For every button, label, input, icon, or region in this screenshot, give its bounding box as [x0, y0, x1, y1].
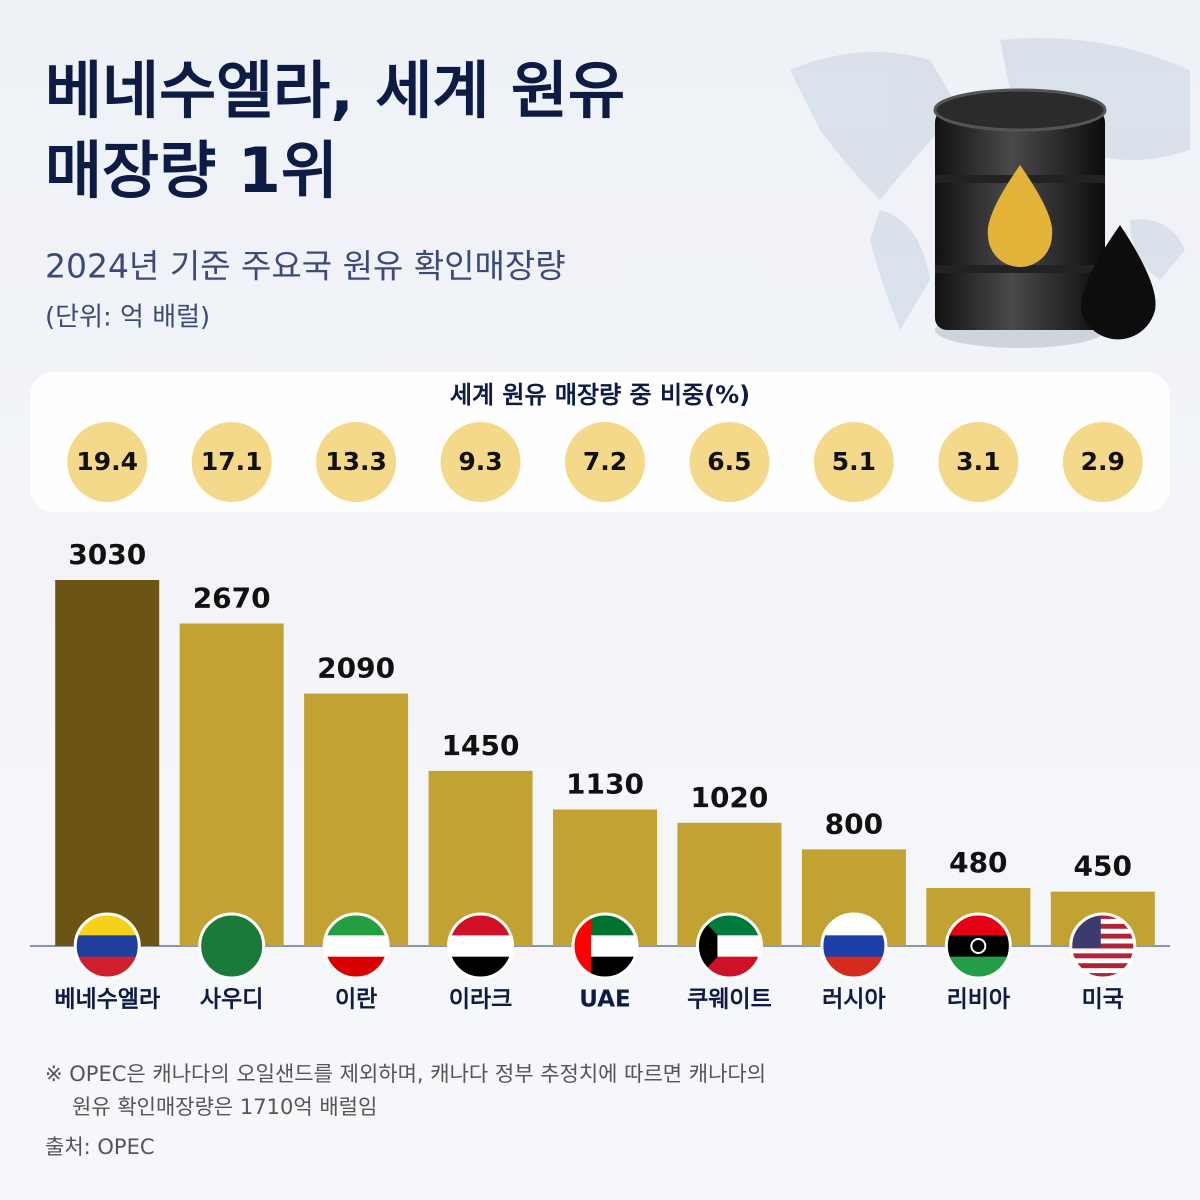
category-label: 이라크	[449, 987, 512, 1013]
flag-ring	[198, 912, 266, 980]
flag-stripe	[75, 935, 140, 958]
share-label: 3.1	[956, 447, 1000, 476]
flag-stripe	[821, 935, 886, 958]
value-label: 480	[949, 846, 1007, 879]
flag-stripe	[946, 935, 1011, 958]
note-line-1: ※ OPEC은 캐나다의 오일샌드를 제외하며, 캐나다 정부 추정치에 따르면…	[45, 1062, 766, 1086]
share-circle	[565, 422, 645, 502]
flag-ring	[820, 912, 888, 980]
flag-stripe	[1070, 923, 1135, 930]
category-label: 러시아	[822, 987, 885, 1013]
category-label: 사우디	[200, 987, 263, 1013]
category-label: 미국	[1082, 987, 1124, 1013]
share-circle	[938, 422, 1019, 502]
category-label: 베네수엘라	[54, 987, 160, 1013]
subtitle: 2024년 기준 주요국 원유 확인매장량	[45, 247, 566, 286]
value-label: 1450	[442, 729, 520, 762]
share-label: 5.1	[832, 447, 876, 476]
value-label: 1130	[566, 768, 644, 801]
value-label: 450	[1074, 850, 1132, 883]
bar	[55, 580, 160, 946]
flag-stripe	[1070, 973, 1135, 978]
flag-stripe	[1070, 938, 1135, 945]
note-line-2: 원유 확인매장량은 1710억 배럴임	[72, 1095, 377, 1119]
flag-stripe	[1070, 914, 1135, 920]
flag-ring	[944, 912, 1012, 980]
category-label: 이란	[335, 987, 377, 1013]
flag-ring	[1069, 912, 1137, 980]
flag-ring	[447, 912, 515, 980]
flag-ring	[73, 912, 141, 980]
value-label: 800	[825, 807, 883, 840]
share-circle	[440, 422, 521, 502]
share-label: 7.2	[583, 447, 627, 476]
flag-stripe	[1070, 928, 1135, 935]
flag-stripe	[1070, 943, 1135, 949]
share-label: 9.3	[458, 447, 502, 476]
share-circle	[191, 422, 272, 502]
flag-stripe	[1070, 958, 1135, 964]
share-label: 2.9	[1081, 447, 1125, 476]
share-circle	[316, 422, 397, 502]
flag-stripe	[199, 914, 264, 978]
share-circle	[689, 422, 770, 502]
flag-stripe	[1070, 948, 1135, 954]
category-label: UAE	[579, 987, 630, 1013]
unit: (단위: 억 배럴)	[45, 303, 210, 333]
category-label: 리비아	[947, 987, 1010, 1013]
bar	[304, 693, 409, 946]
flag-stripe	[1070, 968, 1135, 974]
flag	[199, 914, 264, 978]
value-label: 2090	[317, 652, 395, 685]
flag-stripe	[448, 935, 513, 958]
share-label: 13.3	[325, 447, 387, 476]
share-label: 17.1	[201, 447, 263, 476]
title-line-1: 베네수엘라, 세계 원유	[45, 54, 625, 127]
flag-stripe	[1070, 953, 1135, 959]
value-label: 2670	[193, 581, 271, 614]
category-label: 쿠웨이트	[687, 987, 772, 1013]
title-line-2: 매장량 1위	[45, 134, 338, 207]
flag-ring	[695, 912, 763, 980]
oil-barrel	[933, 88, 1156, 348]
share-circle	[813, 422, 894, 502]
share-circle	[1062, 422, 1143, 502]
source: 출처: OPEC	[45, 1135, 155, 1159]
share-title: 세계 원유 매장량 중 비중(%)	[450, 381, 750, 409]
share-label: 19.4	[76, 447, 138, 476]
value-label: 3030	[68, 538, 146, 571]
flag-crescent	[970, 938, 987, 954]
bar	[179, 623, 284, 946]
value-label: 1020	[690, 781, 768, 814]
flag-ring	[322, 912, 390, 980]
flag-stripe	[1070, 933, 1135, 940]
flag-stripe	[324, 935, 389, 958]
share-circle	[67, 422, 148, 502]
flag-stripe	[1070, 918, 1135, 925]
flag-ring	[571, 912, 639, 980]
share-label: 6.5	[707, 447, 751, 476]
flag-stripe	[1070, 963, 1135, 969]
